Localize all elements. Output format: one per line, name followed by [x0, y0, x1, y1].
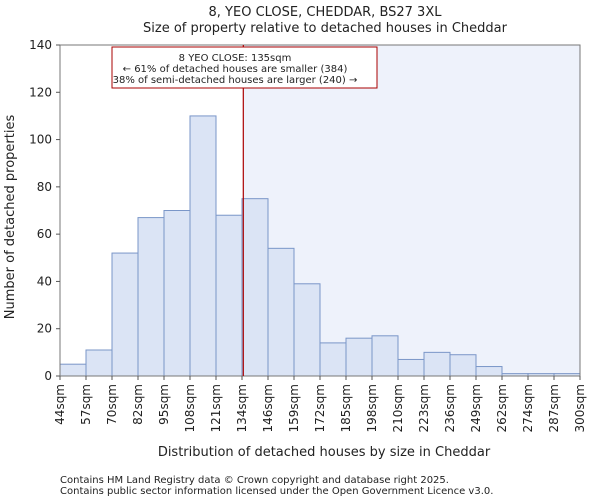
bar: [85, 349, 113, 377]
x-tick-label: 159sqm: [287, 384, 301, 432]
bar: [345, 337, 373, 377]
x-tick-label: 172sqm: [313, 384, 327, 432]
y-tick-label: 80: [37, 180, 52, 194]
bar: [241, 198, 269, 377]
x-tick-label: 44sqm: [53, 384, 67, 425]
bar: [163, 210, 191, 377]
y-tick-label: 20: [37, 322, 52, 336]
chart-title-line2: Size of property relative to detached ho…: [143, 21, 508, 36]
y-tick-label: 0: [44, 369, 52, 383]
bar: [319, 342, 347, 377]
x-tick-label: 300sqm: [573, 384, 587, 432]
annotation-box: [111, 46, 378, 89]
x-tick-label: 95sqm: [157, 384, 171, 425]
x-tick-label: 108sqm: [183, 384, 197, 432]
bar: [215, 214, 243, 377]
x-tick-label: 236sqm: [443, 384, 457, 432]
footer-line2: Contains public sector information licen…: [60, 486, 493, 497]
y-tick-label: 100: [29, 133, 52, 147]
chart-title-line1: 8, YEO CLOSE, CHEDDAR, BS27 3XL: [209, 5, 443, 20]
x-tick-label: 274sqm: [521, 384, 535, 432]
bar: [189, 115, 217, 377]
x-tick-label: 262sqm: [495, 384, 509, 432]
x-tick-label: 70sqm: [105, 384, 119, 425]
bar: [59, 363, 87, 377]
x-tick-label: 82sqm: [131, 384, 145, 425]
footer-line1: Contains HM Land Registry data © Crown c…: [60, 475, 449, 486]
x-tick-label: 198sqm: [365, 384, 379, 432]
x-tick-label: 121sqm: [209, 384, 223, 432]
x-tick-label: 57sqm: [79, 384, 93, 425]
bar: [371, 335, 399, 377]
y-tick-label: 120: [29, 85, 52, 99]
y-axis-label: Number of detached properties: [3, 115, 18, 320]
x-tick-label: 223sqm: [417, 384, 431, 432]
annotation-line2: ← 61% of detached houses are smaller (38…: [123, 64, 348, 75]
x-tick-label: 287sqm: [547, 384, 561, 432]
bar: [423, 351, 451, 377]
bar: [475, 366, 503, 377]
x-tick-label: 210sqm: [391, 384, 405, 432]
x-tick-label: 249sqm: [469, 384, 483, 432]
y-tick-label: 40: [37, 274, 52, 288]
bar: [137, 217, 165, 377]
x-tick-label: 134sqm: [235, 384, 249, 432]
x-tick-label: 185sqm: [339, 384, 353, 432]
bar: [397, 358, 425, 377]
annotation-line1: 8 YEO CLOSE: 135sqm: [179, 53, 292, 64]
x-tick-label: 146sqm: [261, 384, 275, 432]
annotation-line3: 38% of semi-detached houses are larger (…: [113, 75, 358, 86]
bar: [449, 354, 477, 377]
bar: [111, 252, 139, 377]
y-tick-label: 140: [29, 38, 52, 52]
bar: [267, 247, 295, 377]
x-axis-label: Distribution of detached houses by size …: [158, 445, 491, 460]
y-tick-label: 60: [37, 227, 52, 241]
bar: [293, 283, 321, 377]
